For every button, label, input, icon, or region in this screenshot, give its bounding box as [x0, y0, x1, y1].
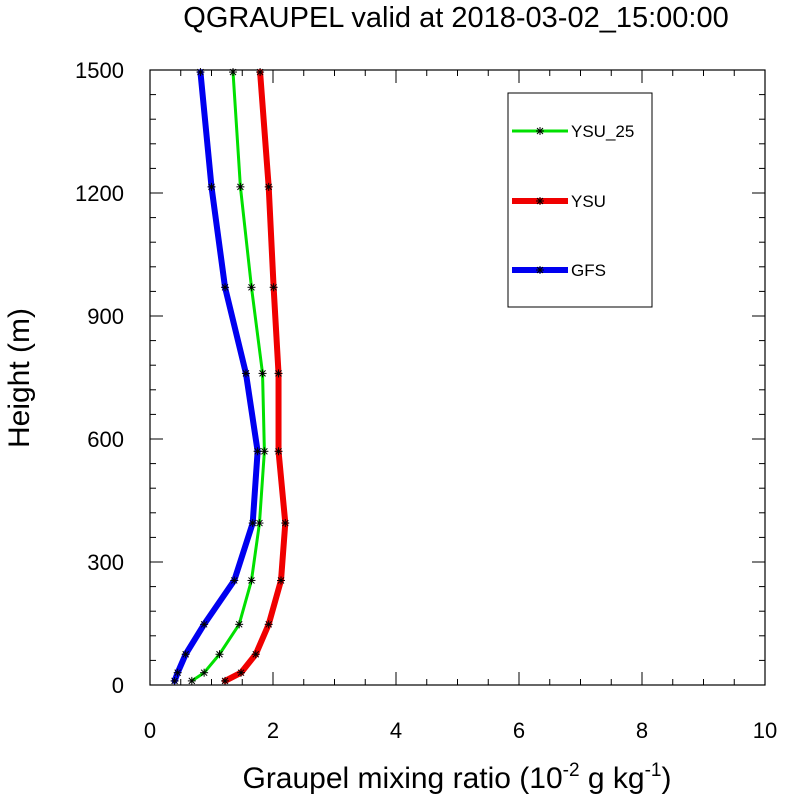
y-tick-label: 1500: [75, 58, 124, 83]
legend-item-ysu: YSU: [512, 192, 606, 211]
data-point: [274, 369, 283, 378]
x-axis-label: Graupel mixing ratio (10-2 g kg-1): [242, 760, 671, 795]
data-point: [229, 68, 238, 77]
data-point: [247, 283, 256, 292]
legend-label: YSU: [571, 192, 606, 211]
data-point: [170, 676, 179, 685]
data-point: [215, 650, 224, 659]
plot-frame: [149, 69, 766, 686]
data-point: [258, 369, 267, 378]
series-layer: [170, 68, 290, 685]
legend-marker: [536, 266, 544, 274]
data-point: [256, 68, 265, 77]
data-point: [247, 576, 256, 585]
x-tick-label: 10: [753, 718, 777, 743]
data-point: [221, 676, 230, 685]
y-tick-labels: 0 300 600 900 1200 1500: [75, 58, 124, 698]
x-tick-label: 8: [636, 718, 648, 743]
y-tick-label: 1200: [75, 181, 124, 206]
x-tick-labels: 0 2 4 6 8 10: [144, 718, 777, 743]
legend-item-ysu-25: YSU_25: [512, 122, 634, 141]
series-ysu: [221, 68, 290, 685]
legend-item-gfs: GFS: [512, 261, 606, 280]
data-point: [181, 650, 190, 659]
x-tick-label: 6: [513, 718, 525, 743]
data-point: [264, 182, 273, 191]
data-point: [207, 182, 216, 191]
x-tick-label: 2: [267, 718, 279, 743]
data-point: [173, 668, 182, 677]
data-point: [200, 620, 209, 629]
y-tick-label: 300: [87, 550, 124, 575]
y-tick-label: 600: [87, 427, 124, 452]
data-point: [281, 519, 290, 528]
y-tick-label: 900: [87, 304, 124, 329]
data-point: [269, 283, 278, 292]
data-point: [255, 519, 264, 528]
legend-marker: [536, 197, 544, 205]
x-tick-label: 0: [144, 718, 156, 743]
data-point: [187, 676, 196, 685]
data-point: [253, 447, 262, 456]
data-point: [248, 519, 257, 528]
data-point: [241, 369, 250, 378]
data-point: [251, 650, 260, 659]
y-axis-label: Height (m): [3, 308, 36, 448]
legend-label: YSU_25: [571, 122, 634, 141]
data-point: [230, 576, 239, 585]
data-point: [274, 447, 283, 456]
data-point: [264, 620, 273, 629]
data-point: [235, 620, 244, 629]
data-point: [200, 668, 209, 677]
legend: YSU_25 YSU GFS: [507, 92, 653, 308]
data-point: [276, 576, 285, 585]
y-tick-label: 0: [112, 673, 124, 698]
data-point: [260, 447, 269, 456]
axis-ticks: [149, 69, 766, 686]
series-line-gfs: [171, 69, 261, 684]
data-point: [236, 182, 245, 191]
series-ysu-25: [187, 68, 269, 685]
x-tick-label: 4: [390, 718, 402, 743]
series-gfs: [170, 68, 262, 685]
legend-label: GFS: [571, 261, 606, 280]
data-point: [237, 668, 246, 677]
chart-title: QGRAUPEL valid at 2018-03-02_15:00:00: [183, 2, 728, 34]
data-point: [221, 283, 230, 292]
legend-marker: [536, 127, 544, 135]
series-line-ysu: [222, 69, 289, 684]
data-point: [196, 68, 205, 77]
